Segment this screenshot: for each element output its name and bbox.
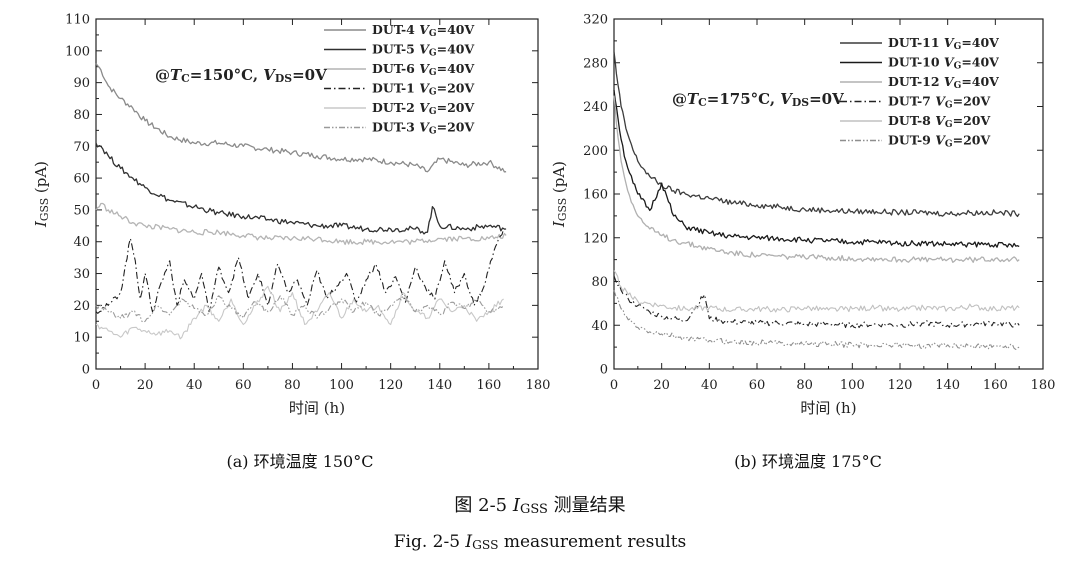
y-tick-label: 40 <box>73 235 90 250</box>
y-tick-label: 100 <box>65 44 90 59</box>
series-line-dut-10 <box>613 90 1020 248</box>
legend-entry: DUT-12 VG=40V <box>888 74 999 91</box>
x-tick-label: 100 <box>840 378 865 393</box>
series-line-dut-2 <box>95 285 504 340</box>
y-tick-label: 0 <box>82 363 90 378</box>
y-tick-label: 90 <box>73 76 90 91</box>
series-line-dut-6 <box>95 202 507 246</box>
caption-en-prefix: Fig. 2-5 <box>393 532 466 552</box>
x-tick-label: 20 <box>653 378 670 393</box>
series-line-dut-12 <box>613 95 1020 263</box>
legend-entry: DUT-6 VG=40V <box>372 61 474 78</box>
caption-en-symbol: IGSS <box>465 532 498 552</box>
series-line-dut-4 <box>95 63 507 173</box>
x-tick-label: 180 <box>526 378 551 393</box>
caption-cn-symbol-sub: GSS <box>519 501 548 517</box>
x-tick-label: 40 <box>701 378 718 393</box>
y-tick-label: 320 <box>583 13 608 28</box>
legend-entry: DUT-10 VG=40V <box>888 55 999 72</box>
chart-b: 0 20 40 60 80 100 120 140 160 180 0 40 80 120 160 200 24… <box>550 13 1055 418</box>
series-line-dut-1 <box>95 228 505 314</box>
caption-cn-suffix: 测量结果 <box>547 495 626 516</box>
y-tick-label: 80 <box>73 108 90 123</box>
y-tick-label: 80 <box>591 275 608 290</box>
x-tick-label: 120 <box>378 378 403 393</box>
x-tick-label: 100 <box>329 378 354 393</box>
y-tick-label: 280 <box>583 56 608 71</box>
caption-cn-symbol: IGSS <box>512 495 548 517</box>
x-tick-label: 80 <box>796 378 813 393</box>
figure-canvas: 0 20 40 60 80 100 120 140 160 180 0 10 20 30 40 50 60 70 8… <box>32 13 1055 418</box>
x-tick-label: 120 <box>888 378 913 393</box>
figure-caption-en: Fig. 2-5 IGSS measurement results <box>0 532 1080 552</box>
y-tick-label: 0 <box>600 363 608 378</box>
caption-en-suffix: measurement results <box>498 532 687 552</box>
y-tick-label: 10 <box>73 331 90 346</box>
condition-annotation: @TC=175°C, VDS=0V <box>672 90 844 109</box>
legend-entry: DUT-1 VG=20V <box>372 81 474 98</box>
y-axis-label: IGSS (pA) <box>32 161 51 228</box>
x-tick-label: 180 <box>1031 378 1056 393</box>
x-tick-label: 0 <box>92 378 100 393</box>
y-tick-label: 20 <box>73 299 90 314</box>
legend-entry: DUT-3 VG=20V <box>372 120 474 137</box>
series-line-dut-7 <box>613 275 1020 329</box>
legend-entry: DUT-4 VG=40V <box>372 22 474 39</box>
y-tick-label: 110 <box>65 13 90 28</box>
y-tick-label: 60 <box>73 172 90 187</box>
legend-entry: DUT-11 VG=40V <box>888 35 999 52</box>
x-axis-label: 时间 (h) <box>800 399 856 417</box>
condition-annotation: @TC=150°C, VDS=0V <box>155 66 327 85</box>
x-tick-label: 140 <box>935 378 960 393</box>
y-tick-label: 200 <box>583 144 608 159</box>
x-tick-label: 60 <box>235 378 252 393</box>
legend-entry: DUT-8 VG=20V <box>888 113 990 130</box>
caption-en-symbol-letter: I <box>465 532 473 552</box>
y-tick-label: 160 <box>583 188 608 203</box>
legend-entry: DUT-2 VG=20V <box>372 100 474 117</box>
x-tick-label: 160 <box>983 378 1008 393</box>
figure-caption-cn: 图 2-5 IGSS 测量结果 <box>0 491 1080 517</box>
x-tick-label: 60 <box>749 378 766 393</box>
x-tick-label: 40 <box>186 378 203 393</box>
series-line-dut-11 <box>613 51 1020 218</box>
x-axis-label: 时间 (h) <box>289 399 345 417</box>
caption-en-symbol-sub: GSS <box>472 537 499 552</box>
series-line-dut-9 <box>613 290 1020 350</box>
y-tick-label: 30 <box>73 267 90 282</box>
series-line-dut-3 <box>95 294 505 323</box>
caption-cn-symbol-letter: I <box>512 495 520 516</box>
x-tick-label: 140 <box>427 378 452 393</box>
y-tick-label: 240 <box>583 100 608 115</box>
x-tick-label: 160 <box>476 378 501 393</box>
legend-entry: DUT-5 VG=40V <box>372 42 474 59</box>
caption-cn-prefix: 图 2-5 <box>454 495 513 516</box>
chart-a: 0 20 40 60 80 100 120 140 160 180 0 10 20 30 40 50 60 70 8… <box>32 13 550 418</box>
y-axis-label: IGSS (pA) <box>550 161 569 228</box>
series-line-dut-5 <box>95 142 507 235</box>
x-tick-label: 80 <box>284 378 301 393</box>
subcaption-b: (b) 环境温度 175°C <box>734 452 882 471</box>
y-tick-label: 70 <box>73 140 90 155</box>
legend-entry: DUT-7 VG=20V <box>888 94 990 111</box>
legend-entry: DUT-9 VG=20V <box>888 133 990 150</box>
y-tick-label: 120 <box>583 231 608 246</box>
series-line-dut-8 <box>613 270 1020 313</box>
x-tick-label: 20 <box>137 378 154 393</box>
subcaption-a: (a) 环境温度 150°C <box>226 452 374 471</box>
y-tick-label: 50 <box>73 203 90 218</box>
x-tick-label: 0 <box>610 378 618 393</box>
plot-frame <box>613 18 1044 370</box>
y-tick-label: 40 <box>591 319 608 334</box>
